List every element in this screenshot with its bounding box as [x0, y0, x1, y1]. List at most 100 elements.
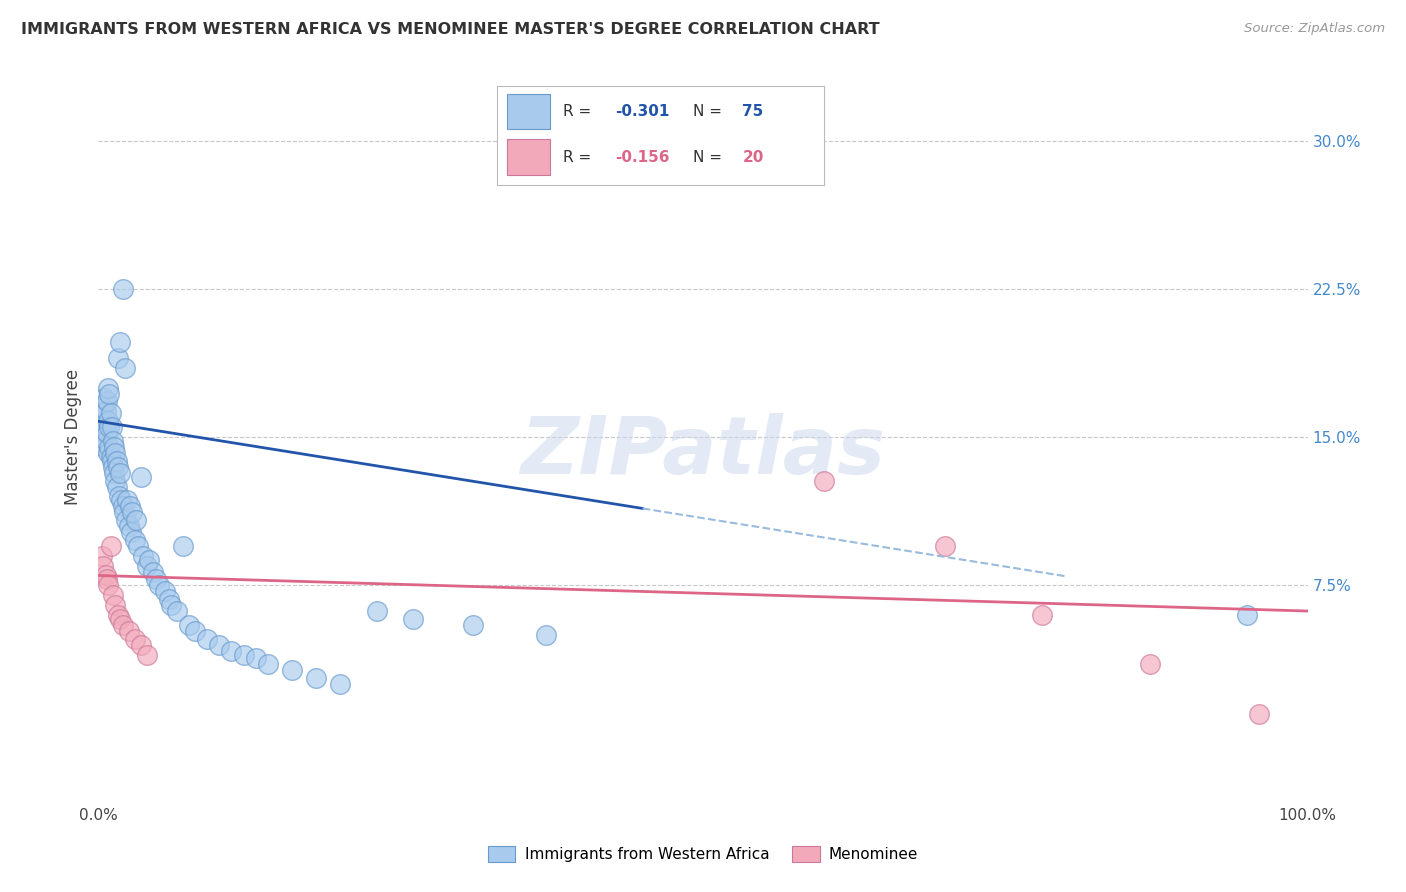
- Point: [112, 505, 135, 519]
- Point: [166, 604, 188, 618]
- Point: [129, 469, 152, 483]
- Point: [1031, 607, 1053, 622]
- Point: [1236, 607, 1258, 622]
- Point: [148, 578, 170, 592]
- Point: [232, 648, 254, 662]
- Point: [1139, 657, 1161, 672]
- Point: [138, 552, 160, 566]
- Point: [135, 648, 157, 662]
- Point: [100, 454, 122, 468]
- Point: [115, 513, 138, 527]
- Text: Source: ZipAtlas.com: Source: ZipAtlas.com: [1244, 22, 1385, 36]
- Point: [97, 578, 120, 592]
- Point: [281, 664, 304, 678]
- Point: [1249, 706, 1271, 721]
- Point: [108, 466, 131, 480]
- Point: [98, 420, 121, 434]
- Point: [98, 440, 121, 454]
- Point: [245, 651, 267, 665]
- Point: [97, 414, 120, 428]
- Point: [96, 426, 118, 441]
- Point: [120, 524, 142, 539]
- Point: [101, 459, 124, 474]
- Point: [97, 446, 120, 460]
- Point: [124, 632, 146, 646]
- Point: [135, 558, 157, 573]
- Point: [107, 351, 129, 365]
- Y-axis label: Master's Degree: Master's Degree: [65, 369, 83, 505]
- Point: [104, 446, 127, 460]
- Point: [160, 598, 183, 612]
- Point: [110, 493, 132, 508]
- Point: [94, 568, 117, 582]
- Point: [108, 335, 131, 350]
- Point: [107, 459, 129, 474]
- Point: [107, 607, 129, 622]
- Point: [104, 474, 127, 488]
- Text: IMMIGRANTS FROM WESTERN AFRICA VS MENOMINEE MASTER'S DEGREE CORRELATION CHART: IMMIGRANTS FROM WESTERN AFRICA VS MENOMI…: [21, 22, 880, 37]
- Point: [256, 657, 278, 672]
- Point: [100, 420, 122, 434]
- Point: [145, 573, 167, 587]
- Point: [90, 420, 112, 434]
- Point: [329, 677, 352, 691]
- Point: [111, 500, 134, 514]
- Point: [118, 624, 141, 638]
- Point: [534, 628, 557, 642]
- Point: [96, 394, 118, 409]
- Point: [101, 434, 124, 448]
- Point: [172, 539, 194, 553]
- Point: [114, 360, 136, 375]
- Point: [184, 624, 207, 638]
- Point: [105, 479, 128, 493]
- Point: [195, 632, 218, 646]
- Point: [121, 505, 143, 519]
- Point: [117, 493, 139, 508]
- Point: [305, 671, 328, 685]
- Point: [463, 618, 485, 632]
- Point: [100, 406, 122, 420]
- Point: [142, 565, 165, 579]
- Point: [129, 638, 152, 652]
- Point: [366, 604, 388, 618]
- Point: [96, 573, 118, 587]
- Point: [118, 500, 141, 514]
- Point: [103, 440, 125, 454]
- Point: [132, 549, 155, 563]
- Point: [402, 612, 425, 626]
- Legend: Immigrants from Western Africa, Menominee: Immigrants from Western Africa, Menomine…: [482, 840, 924, 868]
- Point: [934, 539, 956, 553]
- Point: [153, 584, 176, 599]
- Point: [98, 386, 121, 401]
- Point: [100, 450, 122, 464]
- Point: [124, 533, 146, 547]
- Point: [221, 643, 243, 657]
- Point: [101, 588, 124, 602]
- Point: [105, 454, 128, 468]
- Point: [111, 618, 134, 632]
- Point: [179, 618, 201, 632]
- Point: [97, 381, 120, 395]
- Point: [104, 598, 127, 612]
- Point: [108, 612, 131, 626]
- Point: [100, 539, 122, 553]
- Text: ZIPatlas: ZIPatlas: [520, 413, 886, 491]
- Point: [91, 549, 114, 563]
- Point: [94, 404, 117, 418]
- Point: [91, 558, 114, 573]
- Point: [103, 466, 125, 480]
- Point: [91, 430, 114, 444]
- Point: [93, 440, 115, 454]
- Point: [208, 638, 231, 652]
- Point: [93, 391, 115, 405]
- Point: [108, 489, 131, 503]
- Point: [94, 434, 117, 448]
- Point: [111, 282, 134, 296]
- Point: [127, 539, 149, 553]
- Point: [125, 513, 148, 527]
- Point: [813, 474, 835, 488]
- Point: [91, 410, 114, 425]
- Point: [118, 519, 141, 533]
- Point: [91, 401, 114, 415]
- Point: [157, 592, 180, 607]
